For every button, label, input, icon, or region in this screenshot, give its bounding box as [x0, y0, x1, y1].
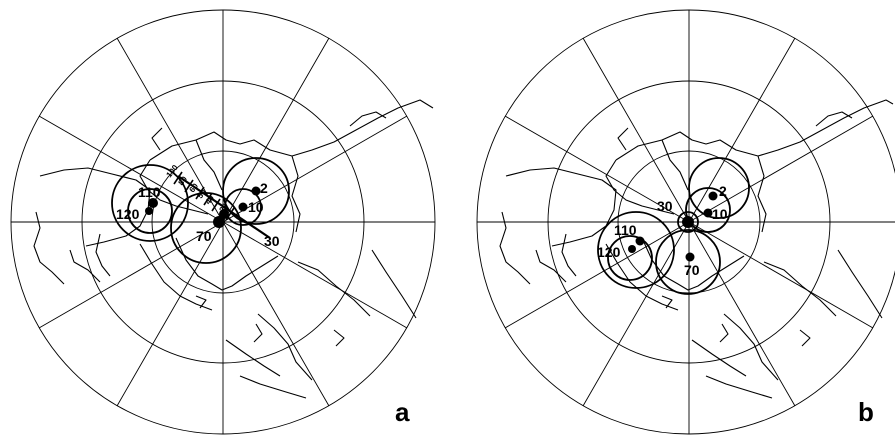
panel-a-confidence-circle-2: [222, 157, 290, 225]
panel-b-confidence-circle-10: [685, 187, 731, 233]
panel-b-coastlines: [499, 99, 894, 399]
panel-b-confidence-circle-2: [688, 157, 750, 219]
panel-a-confidence-circle-70: [170, 192, 242, 264]
panel-b-letter: b: [858, 397, 874, 427]
panel-a-confidence-circle-120: [127, 188, 173, 234]
panel-b-pole-110: [635, 236, 645, 246]
panel-a-pole-label: 120: [116, 206, 140, 222]
panel-a-pole-110: [148, 198, 158, 208]
panel-b-confidence-circle-30: [677, 211, 699, 233]
panel-b-pole-2: [708, 191, 718, 201]
panel-a-letter: a: [395, 397, 410, 427]
panel-b-pole-label: 70: [684, 262, 700, 278]
panel-a-pole-label: 2: [260, 180, 268, 196]
panel-b-apparent-polar-wander-path: 2 10 30 70 110 120: [597, 157, 750, 295]
panel-a-confidence-circle-110: [111, 164, 189, 242]
panel-a-pole-label: 30: [264, 233, 280, 249]
panel-b-pole-label: 2: [719, 183, 727, 199]
panel-b-pole-10: [703, 208, 713, 218]
panel-b-pole-label: 30: [657, 198, 673, 214]
panel-b-meridians: [477, 10, 895, 434]
panel-a-pole-70: [213, 216, 225, 228]
panel-b-confidence-circle-70: [655, 229, 721, 295]
panel-a-pole-2: [251, 186, 261, 196]
panel-b-pole-70: [685, 252, 695, 262]
panel-b-pole-label: 110: [614, 222, 637, 238]
panel-b-confidence-circle-120: [607, 235, 653, 281]
panel-a-pole-30: [219, 209, 229, 219]
panel-b-pole-label: 10: [712, 206, 728, 222]
panel-b-pole-label: 120: [597, 244, 621, 260]
panel-b-map: [476, 9, 895, 435]
panel-a-track-line: [177, 175, 271, 239]
panel-a-pole-label: 70: [196, 228, 212, 244]
panel-a-coastlines: [33, 99, 434, 399]
panel-a-pole-label: 10: [248, 199, 264, 215]
panel-a-track-labels: 100 80 60 50 40 20: [164, 163, 230, 214]
panel-a-pole-120: [145, 207, 153, 215]
panel-a-confidence-circle-10: [224, 188, 262, 226]
panel-b-confidence-circle-110: [597, 211, 675, 289]
panel-b-pole-120: [628, 245, 636, 253]
panel-a-pole-10: [238, 202, 248, 212]
panel-a-pole-label: 110: [138, 184, 161, 200]
panel-b-pole-30: [682, 216, 694, 228]
